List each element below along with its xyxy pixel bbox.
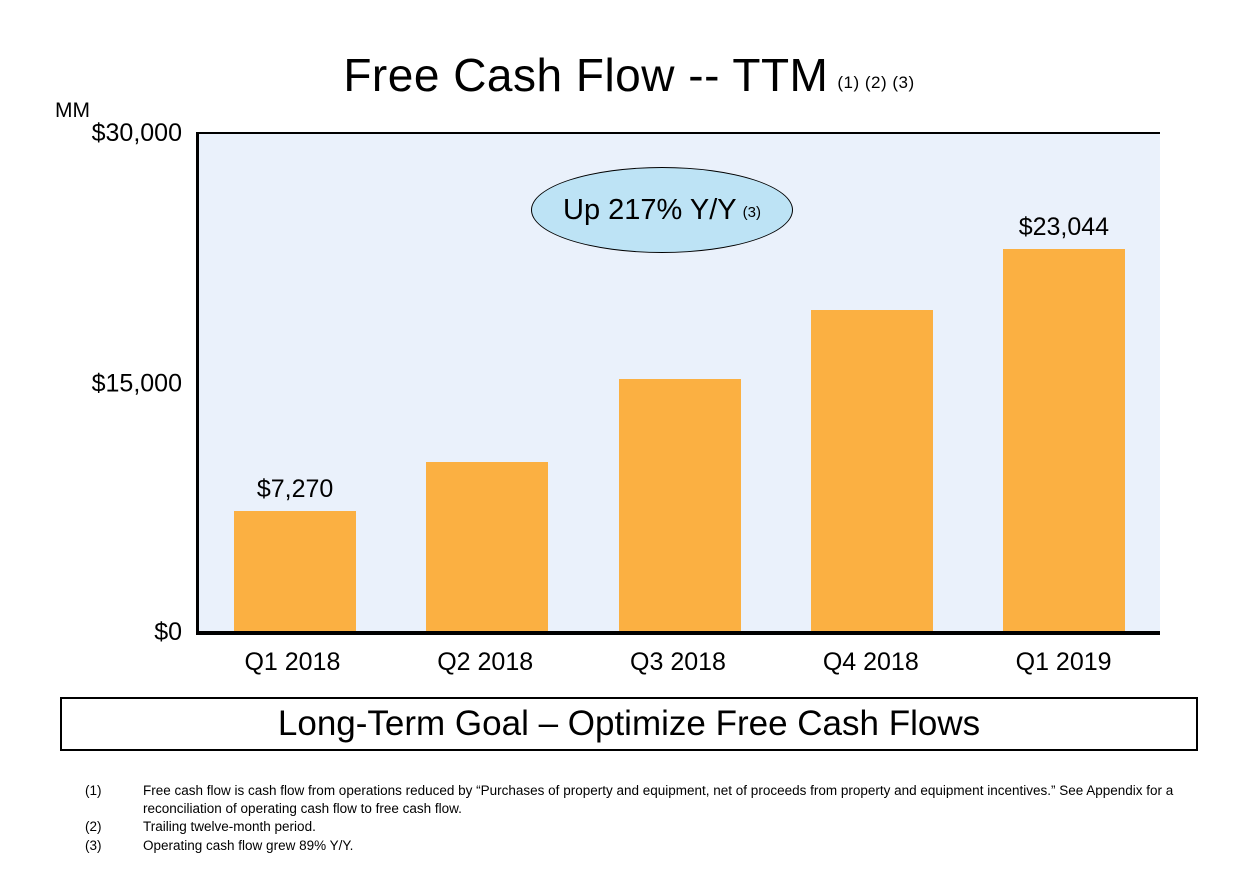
y-tick-label: $30,000 <box>91 119 182 147</box>
page-title-footnote-refs: (1) (2) (3) <box>837 73 915 92</box>
footnote-number: (1) <box>85 783 102 798</box>
bar-q1-2018 <box>234 510 357 631</box>
x-axis-label: Q1 2018 <box>244 648 341 676</box>
goal-box-text: Long-Term Goal – Optimize Free Cash Flow… <box>277 704 981 743</box>
bar-q1-2019 <box>1002 249 1125 631</box>
bars-row: $7,270 $23,044 <box>199 134 1160 631</box>
callout-footnote-ref: (3) <box>742 203 761 221</box>
y-axis-unit-label: MM <box>55 99 90 122</box>
y-axis: $30,000 $15,000 $0 <box>0 119 196 646</box>
footnote-text: Free cash flow is cash flow from operati… <box>143 783 1174 816</box>
page-title: Free Cash Flow -- TTM (1) (2) (3) <box>0 48 1258 102</box>
bar-slot <box>391 134 583 631</box>
callout-ellipse: Up 217% Y/Y (3) <box>531 167 793 253</box>
y-tick-label: $0 <box>154 618 182 646</box>
plot-area: $7,270 $23,044 Up 217% Y/Y (3) <box>196 132 1160 635</box>
bar-q4-2018 <box>810 309 933 631</box>
footnote-number: (2) <box>85 819 102 835</box>
bar-value-label: $23,044 <box>1018 213 1110 242</box>
bar-value-label: $7,270 <box>256 474 334 503</box>
goal-box: Long-Term Goal – Optimize Free Cash Flow… <box>60 697 1198 751</box>
bar-slot <box>583 134 775 631</box>
x-axis-labels: Q1 2018 Q2 2018 Q3 2018 Q4 2018 Q1 2019 <box>196 648 1160 677</box>
x-axis-label: Q1 2019 <box>1015 648 1112 676</box>
page-title-text: Free Cash Flow -- TTM <box>343 49 829 101</box>
bar-slot: $23,044 <box>968 134 1160 631</box>
bar-slot <box>776 134 968 631</box>
footnotes: (1) Free cash flow is cash flow from ope… <box>85 782 1195 854</box>
y-tick-label: $15,000 <box>91 369 182 397</box>
x-axis-label: Q3 2018 <box>630 648 726 676</box>
x-axis-label: Q4 2018 <box>822 648 919 676</box>
footnote-text: Trailing twelve-month period. <box>143 819 316 835</box>
footnote-number: (3) <box>85 837 102 853</box>
bar-slot: $7,270 <box>199 134 391 631</box>
bar-q2-2018 <box>426 462 549 631</box>
footnote-text: Operating cash flow grew 89% Y/Y. <box>143 837 354 853</box>
callout-text: Up 217% Y/Y <box>563 193 737 226</box>
x-axis-label: Q2 2018 <box>437 648 534 676</box>
bar-q3-2018 <box>618 379 741 631</box>
